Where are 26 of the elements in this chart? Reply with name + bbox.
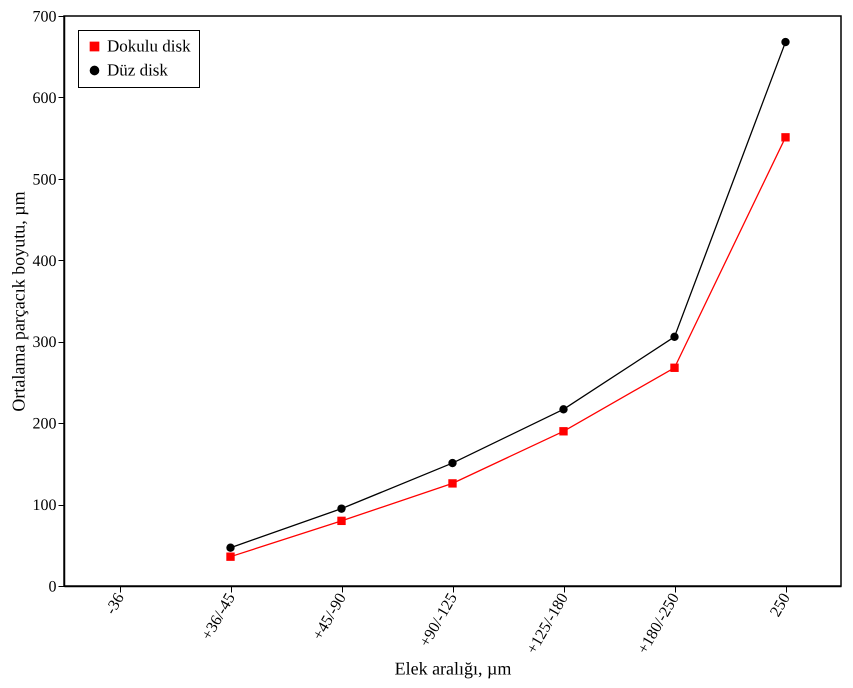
point	[226, 552, 235, 561]
legend-label: Düz disk	[107, 60, 168, 80]
point	[226, 544, 235, 552]
y-tick-label: 100	[32, 497, 56, 514]
y-tick-label: 200	[32, 416, 56, 433]
point	[781, 38, 790, 46]
x-axis-title: Elek aralığı, µm	[394, 658, 512, 678]
x-tick-label: 250	[767, 590, 794, 620]
y-tick-label: 700	[32, 8, 56, 26]
point	[559, 427, 568, 436]
legend-label: Dokulu disk	[107, 36, 192, 56]
point	[781, 133, 790, 142]
point	[337, 504, 346, 513]
y-tick-label: 0	[48, 578, 56, 596]
y-tick-label: 300	[32, 334, 56, 352]
y-tick-label: 400	[32, 252, 56, 270]
y-axis-title: Ortalama parçacık boyutu, µm	[8, 191, 28, 412]
y-tick-label: 600	[32, 90, 56, 107]
x-tick-label: -36	[102, 590, 128, 618]
point	[559, 405, 568, 414]
point	[670, 364, 679, 372]
point	[670, 332, 679, 342]
point	[337, 516, 346, 526]
point	[448, 458, 457, 468]
point	[448, 479, 457, 488]
y-tick-label: 500	[32, 171, 56, 188]
